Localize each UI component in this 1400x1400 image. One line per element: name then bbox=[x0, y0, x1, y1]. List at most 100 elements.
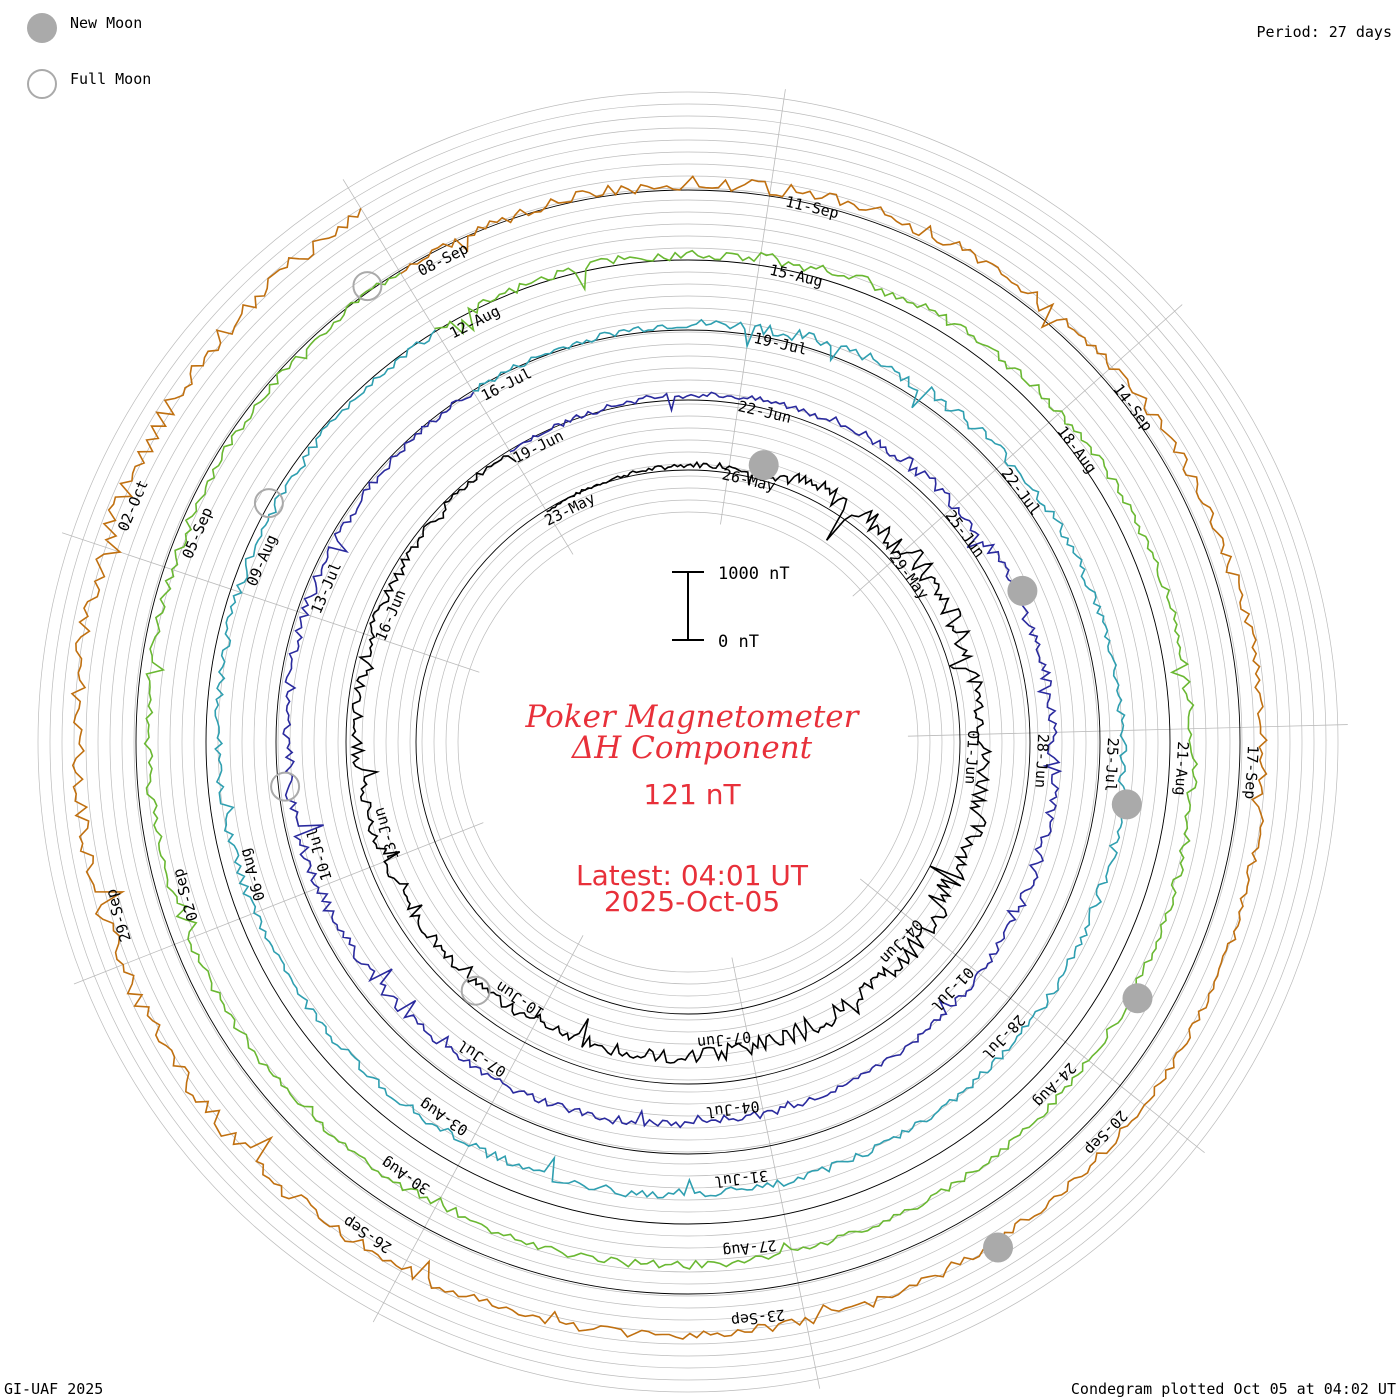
grid-ring bbox=[97, 151, 1279, 1333]
credit-label: GI-UAF 2025 bbox=[4, 1380, 104, 1398]
grid-ring bbox=[385, 439, 991, 1045]
full-moon-legend-icon bbox=[27, 69, 57, 99]
full-moon-marker bbox=[352, 271, 383, 302]
date-label: 02-Sep bbox=[169, 866, 202, 923]
full-moon-marker bbox=[270, 771, 301, 802]
date-label: 09-Aug bbox=[243, 532, 281, 589]
grid-ring bbox=[49, 103, 1327, 1381]
current-value: 121 nT bbox=[643, 778, 741, 811]
chart-title-line1: Poker Magnetometer bbox=[525, 699, 861, 735]
date-label: 25-Jun bbox=[942, 507, 989, 561]
grid-spoke bbox=[61, 532, 480, 673]
chart-title-line2: ΔH Component bbox=[571, 730, 813, 766]
grid-ring bbox=[337, 391, 1039, 1093]
date-label: 03-Aug bbox=[416, 1095, 471, 1140]
grid-ring bbox=[433, 487, 943, 997]
date-label: 16-Jul bbox=[478, 364, 534, 405]
date-label: 10-Jul bbox=[303, 826, 336, 883]
plotted-timestamp: Condegram plotted Oct 05 at 04:02 UT bbox=[1070, 1380, 1396, 1398]
grid-spoke bbox=[907, 724, 1348, 737]
grid-ring bbox=[169, 223, 1207, 1261]
date-label: 11-Sep bbox=[784, 193, 841, 223]
new-moon-legend-icon bbox=[27, 13, 57, 43]
grid-ring bbox=[133, 187, 1243, 1297]
grid-ring bbox=[421, 475, 955, 1009]
scale-top-label: 1000 nT bbox=[718, 564, 790, 584]
grid-ring bbox=[61, 115, 1315, 1369]
date-label: 27-Aug bbox=[722, 1236, 778, 1260]
latest-date: 2025-Oct-05 bbox=[604, 885, 780, 918]
grid-ring bbox=[241, 295, 1135, 1189]
grid-ring bbox=[457, 511, 919, 973]
grid-spoke bbox=[852, 304, 1183, 597]
grid-ring bbox=[37, 91, 1339, 1393]
grid-spoke bbox=[342, 179, 574, 555]
grid-ring bbox=[157, 211, 1219, 1273]
grid-ring bbox=[217, 271, 1159, 1213]
date-label: 19-Jun bbox=[510, 427, 566, 468]
period-label: Period: 27 days bbox=[1256, 23, 1392, 41]
date-label: 28-Jun bbox=[1031, 733, 1052, 788]
grid-ring bbox=[301, 355, 1075, 1129]
new-moon-legend-label: New Moon bbox=[70, 14, 143, 32]
date-label: 18-Aug bbox=[1053, 423, 1100, 477]
date-label: 20-Sep bbox=[1081, 1107, 1131, 1159]
date-label: 14-Sep bbox=[1109, 381, 1156, 435]
date-label: 02-Oct bbox=[114, 477, 152, 534]
cycle-baseline bbox=[205, 259, 1171, 1225]
full-moon-marker bbox=[460, 975, 491, 1006]
date-label: 13-Jul bbox=[307, 559, 345, 616]
latest-time: Latest: 04:01 UT bbox=[576, 859, 809, 892]
date-label: 16-Jun bbox=[372, 587, 410, 644]
grid-ring bbox=[313, 367, 1063, 1117]
new-moon-marker bbox=[1122, 983, 1153, 1014]
grid-ring bbox=[181, 235, 1195, 1249]
grid-ring bbox=[253, 307, 1123, 1177]
new-moon-marker bbox=[1111, 789, 1142, 820]
grid-ring bbox=[409, 463, 967, 1021]
date-label: 17-Sep bbox=[1241, 745, 1262, 800]
date-label: 21-Aug bbox=[1171, 741, 1192, 796]
cycle-baseline bbox=[135, 189, 1241, 1295]
new-moon-marker bbox=[748, 450, 779, 481]
series-cycle-line bbox=[350, 455, 993, 1064]
date-label: 28-Jul bbox=[979, 1011, 1029, 1063]
grid-spoke bbox=[720, 89, 786, 525]
date-label: 01-Jun bbox=[961, 730, 982, 785]
date-label: 07-Jun bbox=[696, 1027, 752, 1051]
grid-ring bbox=[265, 319, 1111, 1165]
cycle-baseline bbox=[345, 399, 1031, 1085]
date-label: 29-Sep bbox=[102, 887, 135, 944]
date-label: 13-Jun bbox=[370, 805, 403, 862]
cycle-baseline bbox=[415, 469, 961, 1015]
date-label: 23-May bbox=[542, 489, 598, 530]
grid-spoke bbox=[372, 935, 584, 1323]
date-label: 04-Jul bbox=[705, 1097, 761, 1121]
new-moon-marker bbox=[983, 1232, 1013, 1263]
scale-bottom-label: 0 nT bbox=[718, 632, 759, 652]
grid-ring bbox=[277, 331, 1099, 1153]
cycle-baseline bbox=[275, 329, 1101, 1155]
moon-markers-layer bbox=[253, 271, 1153, 1263]
grid-ring bbox=[85, 139, 1291, 1345]
grid-ring bbox=[109, 163, 1267, 1321]
scale-bar: 1000 nT 0 nT bbox=[672, 564, 790, 652]
grid-ring bbox=[121, 175, 1255, 1309]
grid-ring bbox=[193, 247, 1183, 1237]
full-moon-marker bbox=[253, 488, 284, 519]
series-cycle-line bbox=[214, 318, 1128, 1199]
series-cycle-line bbox=[282, 391, 1063, 1129]
grid-ring bbox=[349, 403, 1027, 1081]
grid-spoke bbox=[73, 822, 484, 985]
grid-ring bbox=[325, 379, 1051, 1105]
grid-ring bbox=[361, 415, 1015, 1069]
new-moon-marker bbox=[1007, 575, 1038, 606]
date-label: 05-Sep bbox=[178, 505, 216, 562]
series-cycle-line bbox=[143, 249, 1199, 1270]
date-label: 25-Jul bbox=[1101, 737, 1122, 792]
full-moon-legend-label: Full Moon bbox=[70, 70, 152, 88]
grid-ring bbox=[229, 283, 1147, 1201]
date-label: 12-Aug bbox=[447, 302, 503, 343]
grid-ring bbox=[73, 127, 1303, 1357]
